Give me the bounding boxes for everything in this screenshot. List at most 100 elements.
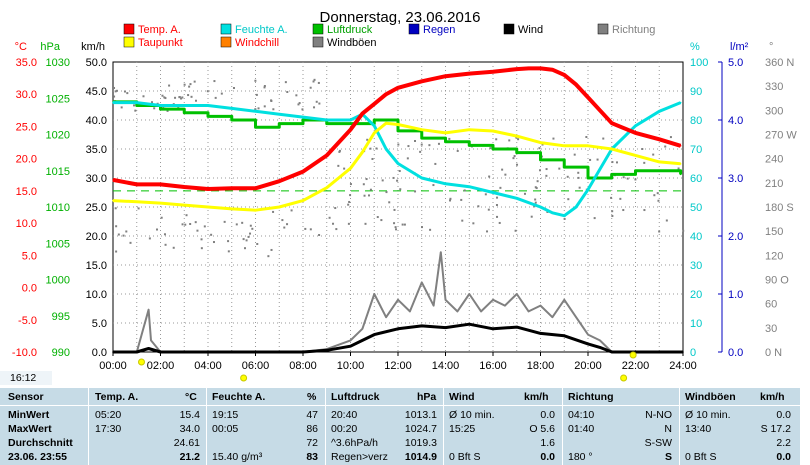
x-tick-label: 02:00 <box>147 360 175 372</box>
direction-dot <box>577 171 580 174</box>
series-point-windb-en <box>385 316 387 319</box>
series-point-feuchte-a <box>551 212 554 214</box>
series-point-wind <box>254 351 257 353</box>
sun-marker-icon <box>240 374 248 382</box>
series-point-luftdruck <box>539 159 542 161</box>
series-line-wind <box>113 322 683 354</box>
direction-dot <box>349 194 352 197</box>
series-point-feuchte-a <box>444 183 447 185</box>
left-axis-tick-label: -10.0 <box>12 347 37 359</box>
stats-temp-val-row0: 15.4 <box>179 409 200 421</box>
direction-dot <box>362 183 365 186</box>
series-point-wind <box>183 351 186 353</box>
direction-dot <box>181 223 184 226</box>
direction-dot <box>328 216 331 219</box>
series-point-windb-en <box>420 281 423 284</box>
direction-dot <box>398 170 401 173</box>
series-point-taupunkt <box>159 202 162 204</box>
series-point-wind <box>302 351 304 353</box>
series-point-wind <box>278 351 281 353</box>
direction-dot <box>514 229 517 232</box>
series-point-temp-a <box>159 183 162 186</box>
stats-boeen-time-row0: Ø 10 min. <box>685 409 731 421</box>
direction-dot <box>334 207 337 210</box>
series-point-taupunkt <box>420 128 423 131</box>
direction-dot <box>578 186 581 189</box>
clock-time: 16:12 <box>10 372 37 384</box>
direction-dot <box>392 176 395 179</box>
series-point-luftdruck <box>610 173 613 176</box>
header-luftdruck-unit: hPa <box>417 391 437 403</box>
direction-dot <box>388 201 391 204</box>
direction-dot <box>429 228 432 231</box>
right-axis-tick-label: 70 <box>690 144 702 156</box>
direction-dot <box>619 197 622 200</box>
series-point-temp-a <box>468 72 471 75</box>
direction-dot <box>164 97 167 100</box>
right-axis-tick-label: 240 <box>765 154 783 166</box>
direction-dot <box>301 108 304 111</box>
direction-dot <box>366 138 369 141</box>
direction-dot <box>113 95 116 98</box>
legend-swatch-taupunkt <box>123 36 135 48</box>
series-point-windb-en <box>432 304 435 307</box>
stats-luft-time-row3: Regen>verz <box>331 451 388 463</box>
left-axis-tick-label: 1010 <box>46 202 70 214</box>
series-point-luftdruck <box>230 119 233 121</box>
direction-dot <box>577 176 580 179</box>
series-point-wind <box>539 332 542 335</box>
series-point-temp-a <box>325 154 328 157</box>
series-point-feuchte-a <box>230 107 233 110</box>
stats-label-row1: MaxWert <box>8 423 52 435</box>
direction-dot <box>523 192 526 195</box>
direction-dot <box>602 137 605 140</box>
left-axis-tick-label: 35.0 <box>86 144 107 156</box>
direction-dot <box>461 219 464 222</box>
stats-luft-time-row2: ^3.6hPa/h <box>331 437 378 449</box>
right-axis-tick-label: 90 <box>690 86 702 98</box>
legend-label-luftdruck: Luftdruck <box>327 24 373 36</box>
x-tick-label: 14:00 <box>432 360 460 372</box>
direction-dot <box>254 79 257 82</box>
series-point-luftdruck <box>183 111 186 114</box>
stats-richt-val-row0: N-NO <box>645 409 672 421</box>
series-point-taupunkt <box>230 208 233 210</box>
direction-dot <box>371 157 374 160</box>
series-point-windb-en <box>361 328 364 330</box>
series-point-wind <box>599 346 601 349</box>
direction-dot <box>596 158 599 161</box>
stats-wind-time-row1: 15:25 <box>449 423 476 435</box>
direction-dot <box>214 96 217 99</box>
series-point-feuchte-a <box>679 101 682 104</box>
stats-wind-val-row2: 1.6 <box>540 437 555 449</box>
direction-dot <box>281 219 284 222</box>
x-tick-label: 06:00 <box>242 360 270 372</box>
series-point-temp-a <box>551 68 554 71</box>
direction-dot <box>126 92 129 95</box>
series-point-taupunkt <box>444 132 447 134</box>
direction-dot <box>206 90 209 93</box>
direction-dot <box>477 205 480 208</box>
series-point-temp-a <box>397 86 399 89</box>
direction-dot <box>513 155 516 158</box>
series-point-temp-a <box>278 180 281 183</box>
series-point-taupunkt <box>207 206 209 208</box>
series-point-feuchte-a <box>207 104 209 107</box>
direction-dot <box>508 139 511 142</box>
direction-dot <box>376 216 379 219</box>
stats-boeen-val-row1: S 17.2 <box>760 423 791 435</box>
direction-dot <box>432 184 435 187</box>
stats-richt-time-row1: 01:40 <box>568 423 595 435</box>
chart-series <box>112 66 685 382</box>
direction-dot <box>407 145 410 148</box>
left-axis-tick-label: 30.0 <box>86 173 107 185</box>
direction-dot <box>123 90 126 93</box>
direction-dot <box>369 147 372 150</box>
direction-dot <box>174 96 177 99</box>
direction-dot <box>530 215 533 218</box>
direction-dot <box>368 194 371 197</box>
right-axis-tick-label: 150 <box>765 226 783 238</box>
direction-dot <box>536 180 539 183</box>
right-axis-tick-label: 0 N <box>765 347 782 359</box>
direction-dot <box>365 178 368 181</box>
